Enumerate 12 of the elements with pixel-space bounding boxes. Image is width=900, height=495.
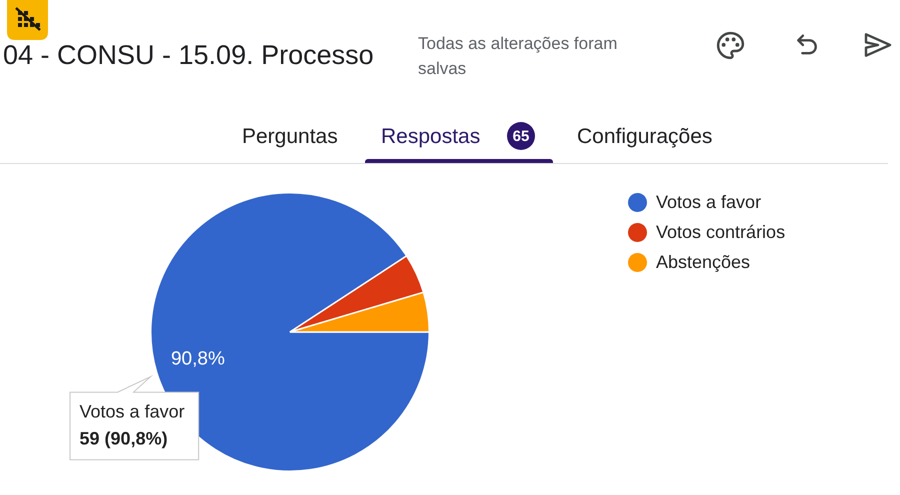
chart-title: 04 - CONSU - 15.09. Processo xyxy=(3,40,374,70)
legend-label: Abstenções xyxy=(656,252,750,272)
text: Respostas xyxy=(381,125,480,148)
data-label: 90,8% xyxy=(170,348,225,370)
chart-subtitle: Todas as alterações foram salvas xyxy=(418,34,618,78)
count-badge: 65 xyxy=(507,122,535,150)
legend-label: Votos a favor xyxy=(656,192,762,212)
text: Configurações xyxy=(577,125,712,148)
legend-label: Votos contrários xyxy=(656,222,786,242)
text: Perguntas xyxy=(242,125,338,148)
text: Votos a favor xyxy=(80,402,185,422)
text: 59 (90,8%) xyxy=(80,428,168,449)
